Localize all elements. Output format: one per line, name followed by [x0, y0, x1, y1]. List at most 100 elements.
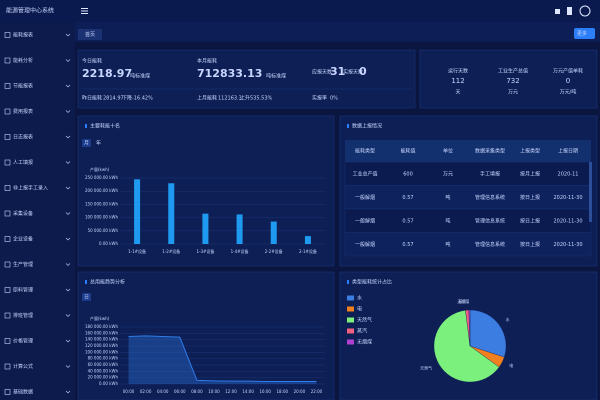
- kpi-value: 112: [451, 77, 464, 85]
- chart-tab[interactable]: [82, 293, 91, 301]
- kpi-value: 2814.97: [103, 96, 124, 102]
- menu-label: 生产管理: [13, 261, 33, 268]
- menu-label: 基础数据: [13, 389, 33, 396]
- kpi-value: 0%: [330, 96, 338, 102]
- chart-tab-label: 年: [96, 140, 101, 147]
- kpi-value: 31: [330, 65, 345, 78]
- menu-toggle[interactable]: [81, 8, 88, 14]
- menu-item[interactable]: [0, 229, 75, 249]
- table-cell: 万元: [443, 171, 453, 177]
- menu-label: 采集设备: [13, 210, 33, 217]
- menu-item[interactable]: [0, 382, 75, 400]
- home-tab-label: 首页: [85, 31, 95, 38]
- legend-label: 无烟煤: [357, 339, 372, 346]
- chart-tab-label: 月: [84, 141, 89, 147]
- table-cell: 工业总产值: [352, 170, 377, 177]
- menu-chevron: [65, 263, 71, 266]
- menu-chevron: [65, 339, 71, 343]
- menu-item[interactable]: [0, 255, 75, 275]
- menu-item[interactable]: [0, 127, 75, 147]
- table-header: [345, 140, 591, 162]
- table-cell: 2020-11-30: [553, 195, 582, 201]
- y-tick-label: 60 000.00 kWh: [88, 362, 119, 367]
- y-tick-label: 100 000.00 kWh: [85, 349, 118, 354]
- menu-label: 人工填报: [13, 159, 33, 166]
- top-bar: [0, 0, 600, 22]
- menu-chevron: [65, 365, 71, 368]
- menu-item[interactable]: [0, 25, 75, 45]
- x-tick-label: 1-2#设备: [162, 248, 180, 254]
- x-tick-label: 08:00: [191, 389, 203, 394]
- table-header-cell: 上报类型: [520, 148, 540, 155]
- pie-slice: [433, 310, 500, 383]
- menu-item[interactable]: [0, 331, 75, 351]
- y-axis-label: 产量(kwh): [90, 166, 110, 172]
- legend-label: 天然气: [357, 317, 372, 324]
- menu-chevron: [65, 59, 71, 62]
- line: [128, 335, 317, 382]
- menu-item[interactable]: [0, 357, 75, 377]
- more-button[interactable]: [574, 28, 595, 39]
- menu-chevron: [65, 84, 71, 88]
- pie-slice: [469, 309, 507, 358]
- panel-title: 主要耗能十名: [90, 123, 120, 130]
- menu-icon: [4, 287, 11, 293]
- chart-tab-label: 日: [84, 295, 89, 301]
- y-tick-label: 140 000.00 kWh: [85, 337, 118, 342]
- kpi-label: 实报率: [312, 95, 327, 102]
- menu-item[interactable]: [0, 306, 75, 326]
- table-cell: 2020-11-30: [553, 242, 582, 248]
- bar: [134, 179, 141, 244]
- x-tick-label: 02:00: [140, 389, 152, 394]
- kpi-unit: 吨标准煤: [266, 73, 286, 80]
- table-cell: 按日上报: [520, 194, 540, 201]
- legend-swatch: [347, 306, 354, 312]
- table-cell: 按日上报: [520, 241, 540, 248]
- x-tick-label: 1-1#设备: [128, 248, 146, 254]
- menu-item[interactable]: [0, 51, 75, 71]
- kpi-label: 万元产值单耗: [553, 68, 583, 75]
- y-tick-label: 160 000.00 kWh: [85, 330, 118, 335]
- menu-label: 计算公式: [13, 363, 33, 370]
- menu-icon: [4, 134, 11, 140]
- chart-tab[interactable]: [82, 139, 91, 147]
- menu-item[interactable]: [0, 280, 75, 300]
- x-tick-label: 14:00: [242, 389, 254, 394]
- y-tick-label: 40 000.00 kWh: [88, 368, 119, 373]
- menu-icon: [4, 210, 11, 217]
- kpi-label: 上月能耗: [197, 95, 217, 102]
- tab-bar: [75, 22, 600, 42]
- menu-chevron: [65, 314, 71, 317]
- table-header-cell: 能耗类型: [355, 148, 375, 155]
- menu-label: 排班管理: [13, 312, 33, 319]
- x-tick-label: 04:00: [157, 389, 169, 394]
- kpi-change: 上升535.53%: [240, 95, 272, 102]
- kpi-value: 2218.97: [82, 67, 132, 80]
- menu-item[interactable]: [0, 76, 75, 96]
- table-cell: 吨: [445, 217, 450, 224]
- table-scrollbar[interactable]: [589, 162, 592, 222]
- menu-label: 费用报表: [13, 108, 33, 115]
- menu-item[interactable]: [0, 204, 75, 224]
- menu-item[interactable]: [0, 102, 75, 122]
- home-tab[interactable]: [78, 29, 102, 40]
- top-icons[interactable]: [555, 5, 591, 17]
- table-cell: 600: [403, 171, 413, 177]
- menu-label: 非上报手工录入: [13, 185, 48, 192]
- x-tick-label: 20:00: [294, 389, 306, 394]
- table-cell: 一般解烟: [355, 241, 375, 248]
- x-tick-label: 22:00: [311, 389, 323, 394]
- kpi-label: 应报天数: [312, 69, 332, 76]
- table-cell: 0.57: [402, 242, 413, 248]
- title-marker: [347, 124, 349, 128]
- menu-label: 日志报表: [13, 134, 33, 141]
- legend-swatch: [347, 295, 354, 301]
- kpi-unit: 吨标准煤: [130, 73, 150, 80]
- y-tick-label: 200 000.00 kWh: [85, 188, 118, 193]
- kpi-unit: 万元/吨: [560, 89, 577, 96]
- y-tick-label: 250 000.00 kWh: [85, 175, 118, 180]
- menu-icon: [4, 159, 11, 166]
- menu-item[interactable]: [0, 153, 75, 173]
- kpi-label: 本月能耗: [197, 58, 217, 65]
- table-header-cell: 上报日期: [558, 148, 578, 155]
